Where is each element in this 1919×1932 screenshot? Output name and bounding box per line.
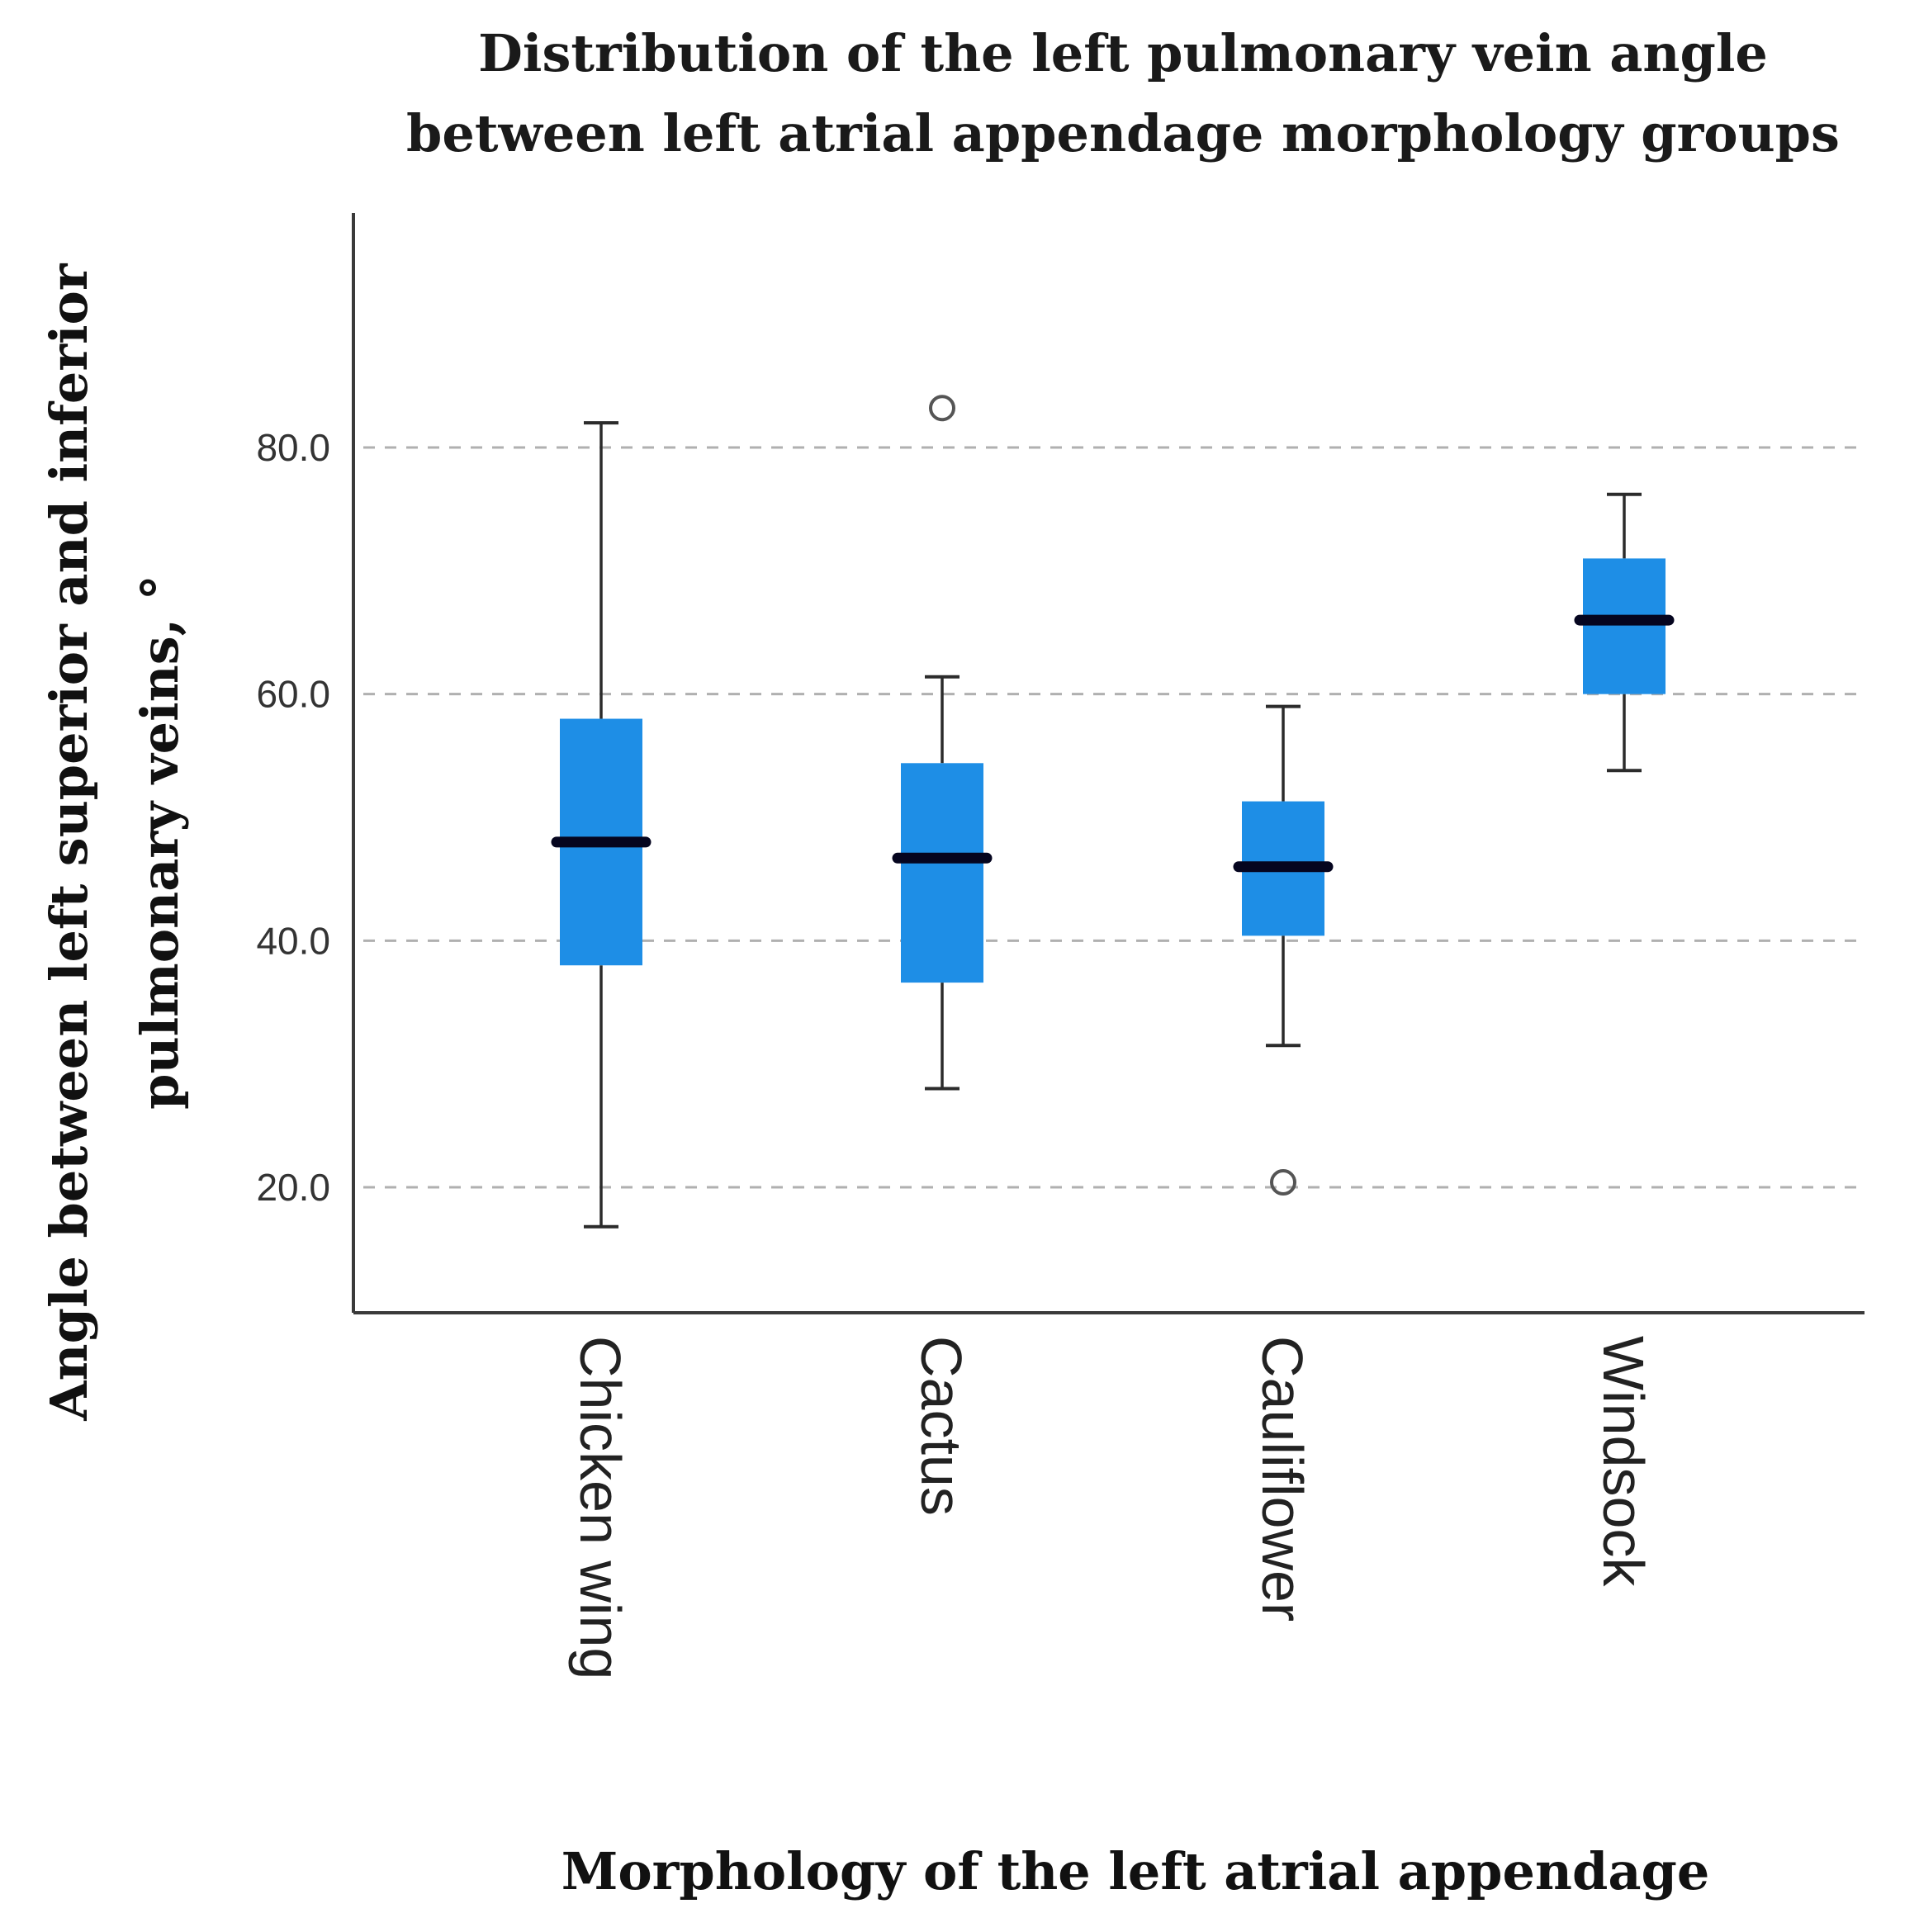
y-tick-label-80: 80.0 — [256, 426, 330, 469]
outlier-cactus-0 — [929, 395, 955, 422]
box-group-cactus — [892, 395, 993, 1091]
category-label-cactus: Cactus — [909, 1336, 974, 1516]
axes — [352, 213, 1865, 1314]
chart-title-line-1: Distribution of the left pulmonary vein … — [478, 23, 1768, 83]
category-label-cauliflower: Cauliflower — [1250, 1336, 1315, 1622]
y-tick-labels: 20.0 40.0 60.0 80.0 — [256, 426, 330, 1209]
y-tick-label-40: 40.0 — [256, 919, 330, 962]
box-group-chicken-wing — [551, 421, 652, 1229]
y-axis-title-line-2: pulmonary veins, ° — [130, 575, 190, 1110]
category-label-chicken-wing: Chicken wing — [568, 1336, 633, 1679]
box-windsock — [1583, 558, 1666, 694]
box-group-cauliflower — [1233, 704, 1334, 1196]
boxes — [551, 395, 1675, 1229]
category-label-windsock: Windsock — [1591, 1336, 1656, 1587]
y-axis-title-line-1: Angle between left superior and inferior — [39, 263, 99, 1421]
outlier-cauliflower-0 — [1270, 1169, 1296, 1196]
box-group-windsock — [1574, 492, 1675, 773]
chart-title-line-2: between left atrial appendage morphology… — [406, 103, 1840, 163]
y-tick-label-60: 60.0 — [256, 673, 330, 716]
box-cactus — [901, 763, 983, 983]
category-labels: Chicken wing Cactus Cauliflower Windsock — [568, 1336, 1656, 1679]
y-tick-label-20: 20.0 — [256, 1166, 330, 1209]
x-axis-title: Morphology of the left atrial appendage — [561, 1841, 1710, 1901]
